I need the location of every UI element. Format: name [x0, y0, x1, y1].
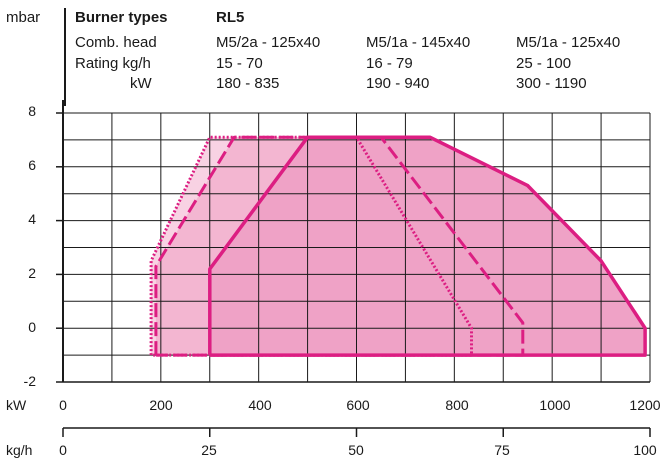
y-tick-label: 8: [28, 103, 36, 119]
y-unit-label: mbar: [6, 9, 41, 26]
x-kw-tick-label: 800: [445, 397, 469, 413]
rating-label: Rating kg/h: [75, 55, 151, 72]
x-kw-axis-label: kW: [6, 397, 27, 413]
burner-types-label: Burner types: [75, 9, 168, 26]
axes-group: [56, 100, 651, 437]
series-area: [209, 137, 646, 356]
kw-row-label: kW: [130, 75, 152, 92]
comb-head-3: M5/1a - 125x40: [516, 34, 621, 51]
grid-lines: [62, 112, 651, 383]
y-tick-label: 6: [28, 157, 36, 173]
x-kw-tick-label: 0: [59, 397, 67, 413]
y-tick-label: 2: [28, 265, 36, 281]
x-kgh-tick-label: 25: [201, 442, 217, 458]
x-kw-tick-label: 600: [346, 397, 370, 413]
header-divider: [64, 8, 66, 106]
x-kgh-axis-label: kg/h: [6, 442, 32, 458]
comb-head-2: M5/1a - 145x40: [366, 34, 471, 51]
series-line: [208, 135, 647, 357]
rating-3: 25 - 100: [516, 55, 572, 72]
x-kw-tick-label: 400: [248, 397, 272, 413]
series-outlines: [149, 135, 647, 357]
rating-2: 16 - 79: [366, 55, 413, 72]
x-kw-tick-label: 1000: [539, 397, 570, 413]
comb-head-label: Comb. head: [75, 34, 157, 51]
y-tick-label: 0: [28, 319, 36, 335]
x-kgh-tick-label: 50: [348, 442, 364, 458]
x-kw-tick-label: 1200: [629, 397, 660, 413]
kw-range-1: 180 - 835: [216, 75, 280, 92]
x-kgh-tick-label: 75: [494, 442, 510, 458]
burner-model: RL5: [216, 9, 245, 26]
area-fills: [151, 137, 646, 356]
x-kgh-tick-label: 100: [633, 442, 657, 458]
x-kw-tick-label: 200: [149, 397, 173, 413]
comb-head-1: M5/2a - 125x40: [216, 34, 321, 51]
kw-range-3: 300 - 1190: [516, 75, 587, 92]
rating-1: 15 - 70: [216, 55, 263, 72]
x-kgh-tick-label: 0: [59, 442, 67, 458]
y-tick-label: -2: [24, 373, 37, 389]
y-tick-label: 4: [28, 211, 36, 227]
kw-range-2: 190 - 940: [366, 75, 430, 92]
